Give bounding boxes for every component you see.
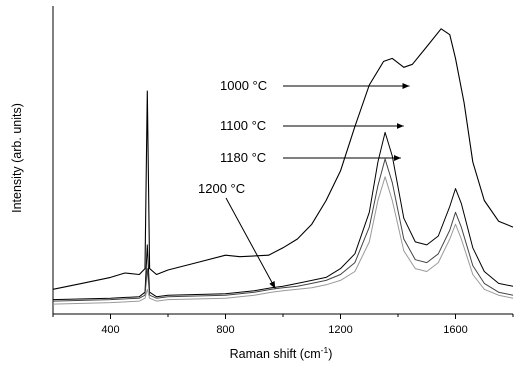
- annotation-layer: 1000 °C 1100 °C 1180 °C 1200 °C: [198, 78, 410, 289]
- annotation-label-4: 1200 °C: [198, 181, 245, 196]
- series-line-2: [52, 131, 514, 301]
- x-tick-label: 1600: [443, 324, 467, 336]
- x-tick-label: 800: [216, 324, 234, 336]
- series-line-3: [52, 158, 514, 302]
- x-axis-title: Raman shift (cm-1): [230, 345, 333, 361]
- series-line-4: [52, 176, 514, 305]
- series-layer: [52, 28, 514, 305]
- series-line-1: [52, 28, 514, 290]
- x-axis-ticks: 400 800 1200 1600: [52, 314, 514, 336]
- plot-frame: [52, 6, 513, 315]
- annotation-label-2: 1100 °C: [220, 118, 266, 133]
- x-tick-label: 400: [101, 324, 119, 336]
- annotation-arrow-4: [225, 197, 276, 289]
- x-tick-label: 1200: [328, 324, 352, 336]
- annotation-label-3: 1180 °C: [220, 150, 266, 165]
- annotation-label-1: 1000 °C: [220, 78, 267, 93]
- y-axis-title: Intensity (arb. units): [10, 103, 24, 213]
